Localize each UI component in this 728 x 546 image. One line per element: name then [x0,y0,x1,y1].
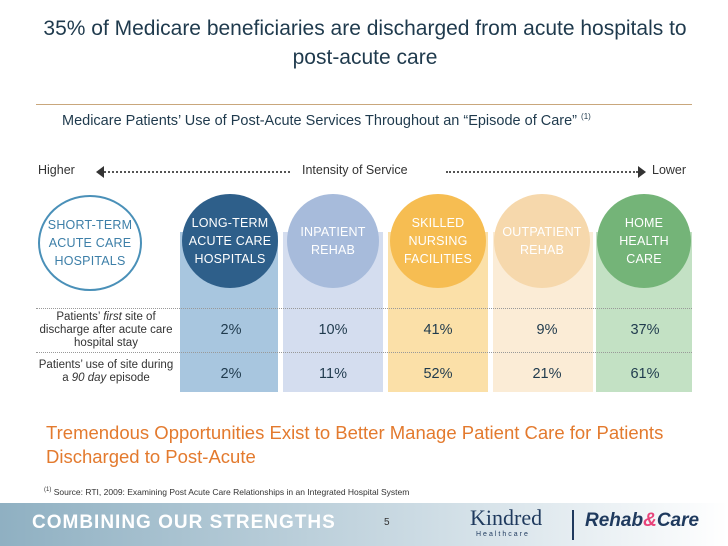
source-text: Source: RTI, 2009: Examining Post Acute … [53,487,410,497]
intensity-higher-label: Higher [38,163,75,177]
row-label-em: first [103,311,122,323]
rehabcare-amp: & [643,510,657,531]
value-90day-outpatient: 21% [532,366,562,382]
source-note: (1) Source: RTI, 2009: Examining Post Ac… [44,487,409,497]
intensity-axis-label: Intensity of Service [302,163,408,177]
row-label-90-day: Patients’ use of site during a 90 day ep… [36,359,176,385]
footer-band [0,503,728,546]
arrow-right-icon [638,166,646,178]
setting-label: SKILLED NURSING FACILITIES [403,216,472,266]
value-90day-long-term: 2% [220,366,242,382]
value-90day-snf: 52% [423,366,453,382]
rehabcare-logo-part-a: Rehab [585,510,644,531]
title-divider [36,104,692,105]
setting-label: INPATIENT REHAB [300,225,366,257]
callout-text: Tremendous Opportunities Exist to Better… [46,422,664,467]
intensity-arrow-line-left [104,171,290,173]
intensity-arrow-line-right [446,171,638,173]
circle-skilled-nursing: SKILLED NURSING FACILITIES [390,194,486,288]
value-90day-inpatient: 11% [319,366,347,382]
value-first-snf: 41% [423,322,453,338]
rehabcare-logo-part-b: Care [656,510,700,531]
footer-tagline: COMBINING OUR STRENGTHS [32,512,336,533]
slide-subtitle: Medicare Patients’ Use of Post-Acute Ser… [62,112,591,129]
circle-inpatient-rehab: INPATIENT REHAB [287,194,379,288]
setting-label: HOME HEALTH CARE [619,216,669,266]
row-label-post: episode [106,372,150,384]
circle-short-term-acute: SHORT-TERM ACUTE CARE HOSPITALS [38,195,142,291]
subtitle-text: Medicare Patients’ Use of Post-Acute Ser… [62,112,578,129]
value-first-outpatient: 9% [536,322,558,338]
slide-title: 35% of Medicare beneficiaries are discha… [43,17,687,69]
value-first-home-health: 37% [630,322,660,338]
subtitle-footnote-marker: (1) [581,112,591,121]
source-footnote-marker: (1) [44,487,52,494]
value-first-inpatient: 10% [318,322,348,338]
row-separator [36,308,692,309]
circle-outpatient-rehab: OUTPATIENT REHAB [494,194,590,288]
circle-home-health: HOME HEALTH CARE [597,194,691,288]
kindred-logo: Kindred [470,505,543,530]
arrow-left-icon [96,166,104,178]
setting-label: SHORT-TERM ACUTE CARE HOSPITALS [47,218,133,268]
row-separator [36,352,692,353]
row-label-post: site of discharge after acute care hospi… [39,311,173,349]
setting-label: OUTPATIENT REHAB [502,225,582,257]
intensity-lower-label: Lower [652,163,687,177]
page-number: 5 [384,517,390,528]
row-label-pre: Patients’ [56,311,104,323]
value-90day-home-health: 61% [630,366,660,382]
setting-label: LONG-TERM ACUTE CARE HOSPITALS [188,216,272,266]
circle-long-term-acute: LONG-TERM ACUTE CARE HOSPITALS [182,194,278,288]
logo-divider [572,510,574,540]
rehabcare-logo: Rehab&Care [585,510,699,532]
row-label-first-site: Patients’ first site of discharge after … [36,311,176,350]
value-first-long-term: 2% [220,322,242,338]
kindred-logo-subtext: Healthcare [476,531,530,538]
row-label-pre: Patients’ use of site during a [38,359,174,384]
row-label-em: 90 day [71,372,107,384]
